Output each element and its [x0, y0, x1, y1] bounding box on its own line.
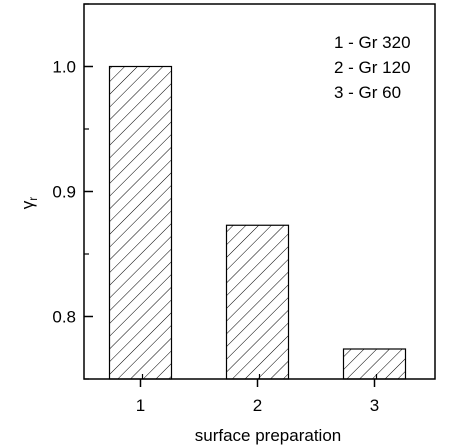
- x-tick-label: 3: [370, 396, 379, 415]
- y-axis-label: γr: [18, 197, 40, 210]
- y-tick-label: 1.0: [52, 58, 76, 77]
- x-tick-label: 2: [253, 396, 262, 415]
- legend-entry-2: 2 - Gr 120: [334, 58, 411, 77]
- bar-3: [342, 348, 407, 380]
- y-tick-label: 0.8: [52, 308, 76, 327]
- bar-2: [225, 224, 290, 380]
- bars-group: [108, 65, 407, 380]
- legend-entry-3: 3 - Gr 60: [334, 83, 401, 102]
- bar-1: [108, 65, 173, 380]
- x-axis-label: surface preparation: [195, 426, 341, 445]
- legend-entry-1: 1 - Gr 320: [334, 33, 411, 52]
- legend: 1 - Gr 320 2 - Gr 120 3 - Gr 60: [334, 33, 411, 102]
- y-axis-ticks: 0.8 0.9 1.0: [52, 3, 93, 380]
- y-tick-label: 0.9: [52, 183, 76, 202]
- x-axis-ticks: 1 2 3: [136, 374, 379, 415]
- y-axis-label-subscript: r: [26, 197, 40, 201]
- x-tick-label: 1: [136, 396, 145, 415]
- y-axis-label-main: γ: [18, 200, 37, 209]
